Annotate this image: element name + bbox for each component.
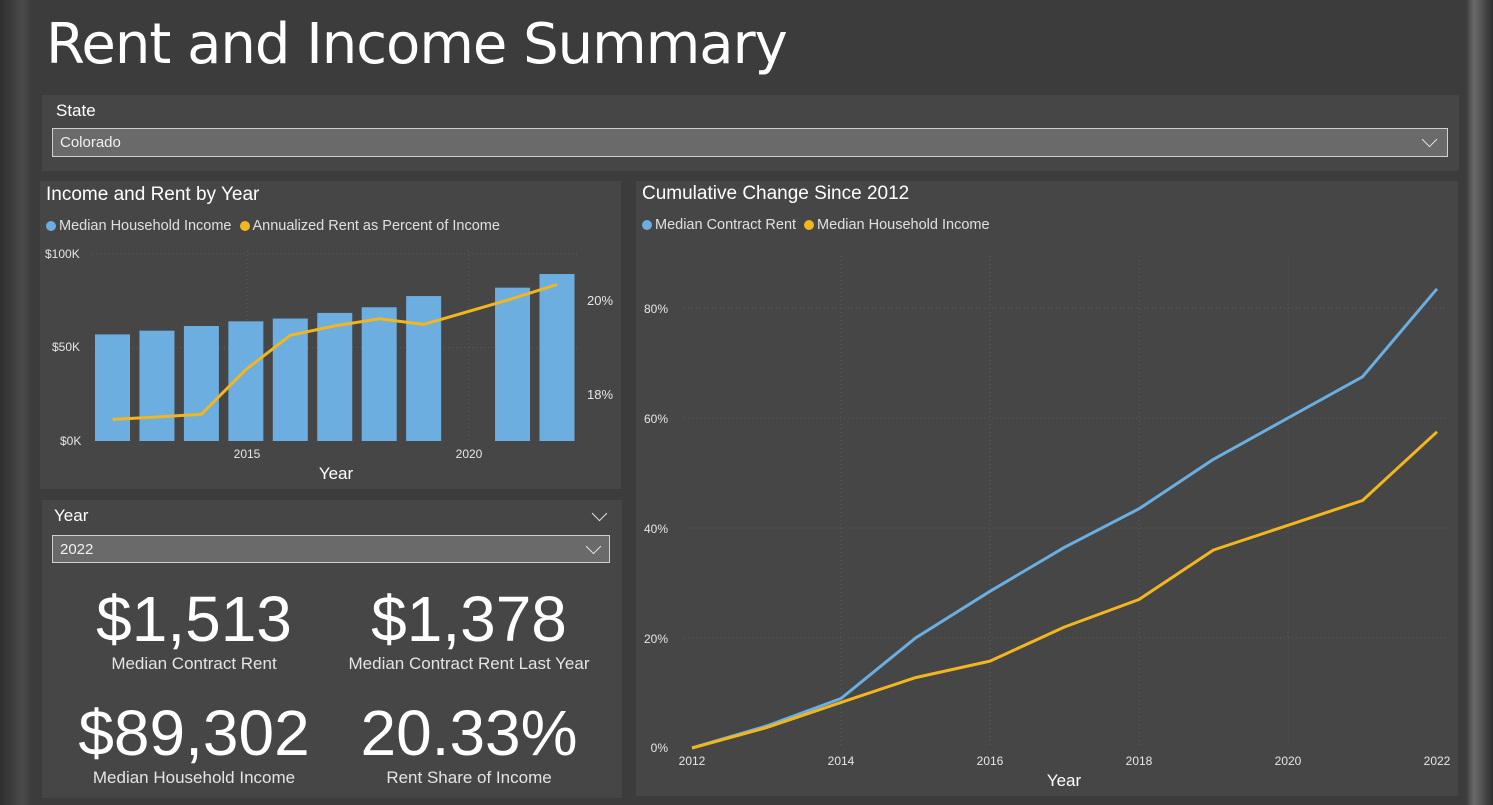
income-bar-2017 [317,312,353,441]
state-slicer-label: State [56,101,96,120]
cumulative-legend: Median Contract Rent Median Household In… [642,217,990,233]
income-bar-2018 [361,307,397,441]
legend-dot-income [46,221,56,231]
legend-label-rent-percent: Annualized Rent as Percent of Income [252,218,500,234]
income-rent-legend: Median Household Income Annualized Rent … [46,218,500,234]
cumulative-chart: 80% 60% 40% 20% 0% 2012 2014 2016 2018 2… [644,256,1451,790]
income-bar-2012 [95,334,130,441]
y-right-tick-20: 20% [587,293,613,308]
year-slicer-label: Year [54,506,89,525]
income-rent-chart-title: Income and Rent by Year [46,184,260,205]
page-title: Rent and Income Summary [46,12,788,77]
cumulative-x-label: Year [1047,771,1082,790]
x-tick-2014: 2014 [828,754,855,768]
kpi-value: $1,378 [371,583,567,655]
income-bar-2021 [495,287,531,441]
cumulative-chart-title: Cumulative Change Since 2012 [642,183,910,204]
x-tick-2015: 2015 [234,447,261,461]
cumulative-chart-panel: Cumulative Change Since 2012 Median Cont… [636,181,1458,796]
legend-dot-contract-rent [642,220,652,230]
year-dropdown[interactable]: 2022 [52,535,610,563]
kpi-value: $1,513 [96,583,292,655]
y-tick-80: 80% [644,302,668,316]
state-dropdown[interactable]: Colorado [52,128,1448,157]
kpi-label: Median Contract Rent Last Year [348,654,590,673]
income-rent-chart: $100K $50K $0K 20% 18% 2015 2020 Year [45,247,613,483]
x-tick-2012: 2012 [679,754,706,768]
income-bar-2016 [272,318,308,441]
x-tick-2018: 2018 [1126,754,1153,768]
chevron-down-icon [1421,131,1438,148]
state-dropdown-value: Colorado [60,134,121,151]
right-scrollbar[interactable] [1466,0,1493,805]
income-bar-2014 [183,325,219,441]
legend-label-contract-rent: Median Contract Rent [655,217,797,233]
income-bar-2019 [406,296,442,441]
kpi-label: Median Contract Rent [111,654,277,673]
legend-dot-rent-percent [239,221,250,231]
x-tick-2020: 2020 [1275,754,1302,768]
y-left-tick-100k: $100K [45,247,80,261]
left-edge [0,0,32,805]
year-slicer-collapse-icon[interactable] [591,505,608,522]
kpi-median-household-income: $89,302 Median Household Income [54,700,334,788]
state-slicer: State Colorado [42,95,1459,171]
household-income-line [691,430,1439,750]
kpi-median-contract-rent-last-year: $1,378 Median Contract Rent Last Year [329,586,609,674]
x-tick-2020: 2020 [456,447,483,461]
y-left-tick-50k: $50K [52,340,80,354]
chevron-down-icon [585,538,602,555]
income-bar-2013 [139,330,175,441]
y-tick-0: 0% [651,741,669,755]
kpi-median-contract-rent: $1,513 Median Contract Rent [54,586,334,674]
kpi-value: 20.33% [360,697,578,769]
legend-label-household-income: Median Household Income [817,217,990,233]
kpi-label: Rent Share of Income [386,768,552,787]
y-tick-20: 20% [644,632,668,646]
x-tick-2022: 2022 [1424,754,1451,768]
year-dropdown-value: 2022 [60,540,94,558]
kpi-panel: Year 2022 $1,513 Median Contract Rent $1… [42,500,622,798]
y-left-tick-0k: $0K [60,434,81,448]
income-rent-chart-panel: Income and Rent by Year Median Household… [40,181,621,489]
contract-rent-line [691,287,1439,750]
y-tick-40: 40% [644,522,668,536]
y-tick-60: 60% [644,412,668,426]
x-tick-2016: 2016 [977,754,1004,768]
legend-dot-household-income [804,220,815,230]
rent-percent-line [112,283,558,421]
kpi-value: $89,302 [78,697,310,769]
kpi-label: Median Household Income [92,768,296,787]
kpi-rent-share-of-income: 20.33% Rent Share of Income [329,700,609,788]
income-bar-2022 [539,274,575,441]
income-rent-x-label: Year [319,464,354,483]
legend-label-income: Median Household Income [59,218,232,234]
y-right-tick-18: 18% [587,387,613,402]
